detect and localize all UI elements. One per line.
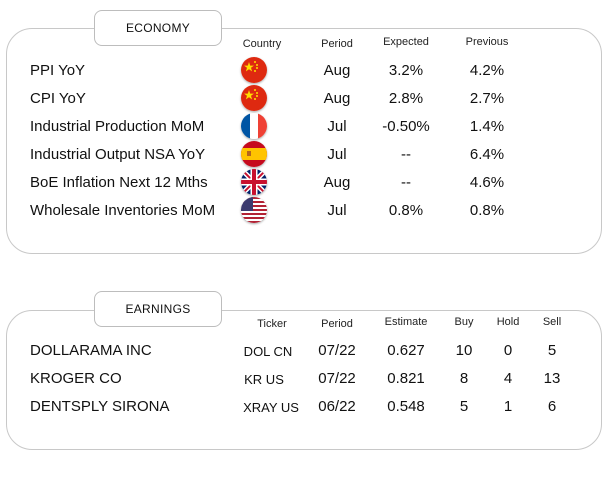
- earnings-row-buy: 5: [459, 398, 469, 415]
- earnings-row-hold: 4: [503, 370, 513, 387]
- earnings-row-hold: 0: [503, 342, 513, 359]
- economy-header-country: Country: [242, 38, 282, 50]
- economy-row-indicator: PPI YoY: [30, 62, 86, 79]
- earnings-row-estimate: 0.627: [387, 342, 425, 359]
- earnings-row-ticker: XRAY US: [243, 400, 299, 415]
- earnings-section-tab: EARNINGS: [94, 291, 222, 327]
- economy-row-previous: 1.4%: [469, 118, 505, 135]
- economy-header-expected: Expected: [383, 36, 429, 48]
- france-flag-icon: [241, 113, 267, 139]
- economy-row-indicator: Industrial Production MoM: [30, 118, 205, 135]
- earnings-row-company: DOLLARAMA INC: [30, 342, 152, 359]
- economy-row-expected: -0.50%: [382, 118, 430, 135]
- earnings-row-ticker: KR US: [244, 372, 284, 387]
- earnings-row-sell: 13: [543, 370, 561, 387]
- economy-row-indicator: BoE Inflation Next 12 Mths: [30, 174, 208, 191]
- earnings-header-buy: Buy: [454, 316, 474, 328]
- earnings-row-hold: 1: [503, 398, 513, 415]
- spain-flag-icon: [241, 141, 267, 167]
- uk-flag-icon: [241, 169, 267, 195]
- economy-row-expected: --: [401, 174, 411, 191]
- economy-row-period: Aug: [323, 90, 351, 107]
- economy-panel: [6, 28, 602, 254]
- china-flag-icon: [241, 57, 267, 83]
- economy-row-indicator: CPI YoY: [30, 90, 86, 107]
- economy-row-expected: 3.2%: [388, 62, 424, 79]
- earnings-header-estimate: Estimate: [384, 316, 428, 328]
- earnings-row-period: 07/22: [318, 342, 356, 359]
- economy-header-period: Period: [321, 38, 353, 50]
- economy-row-expected: 2.8%: [388, 90, 424, 107]
- economy-header-previous: Previous: [465, 36, 509, 48]
- economy-row-indicator: Wholesale Inventories MoM: [30, 202, 216, 219]
- economy-row-previous: 4.2%: [469, 62, 505, 79]
- earnings-row-ticker: DOL CN: [243, 344, 293, 359]
- earnings-row-buy: 10: [455, 342, 473, 359]
- economy-row-expected: --: [401, 146, 411, 163]
- china-flag-icon: [241, 85, 267, 111]
- economy-row-period: Jul: [327, 146, 347, 163]
- earnings-row-company: KROGER CO: [30, 370, 122, 387]
- earnings-header-ticker: Ticker: [257, 318, 287, 330]
- earnings-row-sell: 5: [547, 342, 557, 359]
- economy-row-period: Aug: [323, 174, 351, 191]
- earnings-header-sell: Sell: [542, 316, 562, 328]
- economy-row-indicator: Industrial Output NSA YoY: [30, 146, 206, 163]
- economy-row-expected: 0.8%: [388, 202, 424, 219]
- economy-row-previous: 4.6%: [469, 174, 505, 191]
- earnings-row-buy: 8: [459, 370, 469, 387]
- earnings-row-period: 07/22: [318, 370, 356, 387]
- economy-row-previous: 0.8%: [469, 202, 505, 219]
- economy-row-period: Jul: [327, 118, 347, 135]
- earnings-row-period: 06/22: [318, 398, 356, 415]
- earnings-panel: [6, 310, 602, 450]
- earnings-row-sell: 6: [547, 398, 557, 415]
- earnings-header-hold: Hold: [496, 316, 520, 328]
- earnings-row-estimate: 0.548: [387, 398, 425, 415]
- economy-row-previous: 6.4%: [469, 146, 505, 163]
- economy-section-tab: ECONOMY: [94, 10, 222, 46]
- earnings-header-period: Period: [321, 318, 353, 330]
- earnings-row-company: DENTSPLY SIRONA: [30, 398, 170, 415]
- economy-row-period: Jul: [327, 202, 347, 219]
- economy-row-period: Aug: [323, 62, 351, 79]
- earnings-row-estimate: 0.821: [387, 370, 425, 387]
- economy-row-previous: 2.7%: [469, 90, 505, 107]
- usa-flag-icon: [241, 197, 267, 223]
